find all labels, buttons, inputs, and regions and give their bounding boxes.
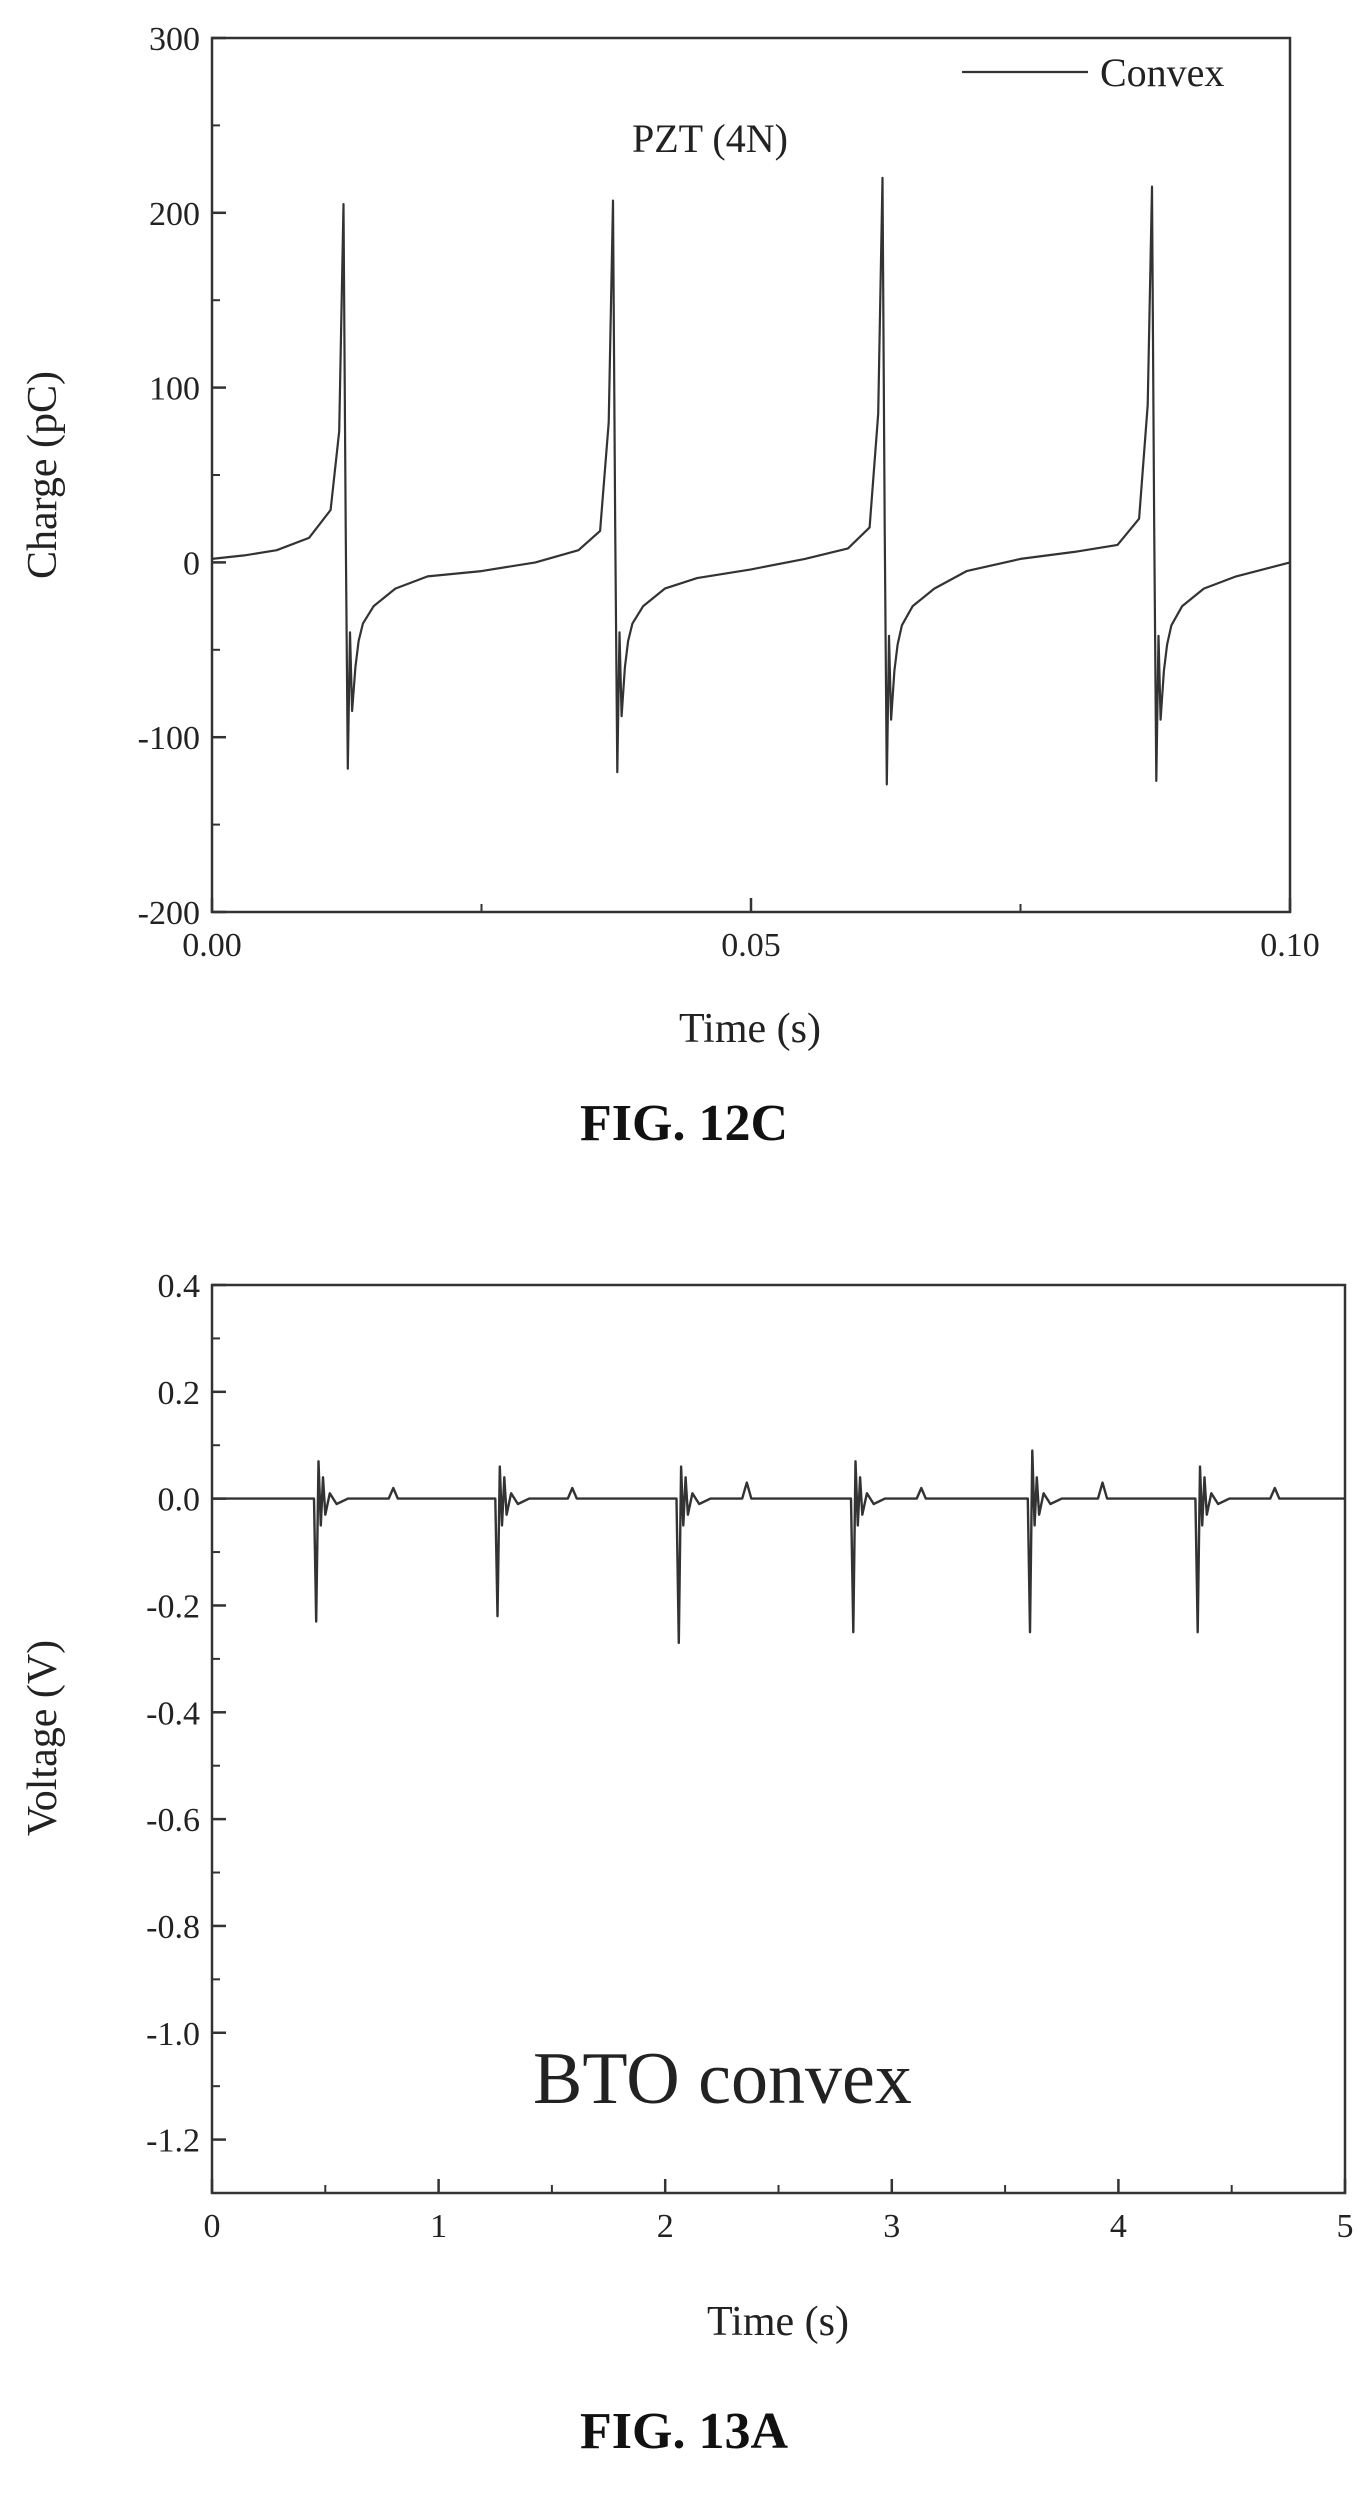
y-axis-title-12c: Charge (pC) — [20, 371, 66, 579]
chart-fig-13a: 0.4 0.2 0.0 -0.2 -0.4 -0.6 -0.8 -1.0 -1.2 0 1 2 3 4 5… — [20, 1268, 1354, 2460]
y-axis-title-13a: Voltage (V) — [20, 1640, 66, 1836]
x-ticks-13a: 0 1 2 3 4 5 — [204, 2179, 1354, 2245]
x-tick-label: 3 — [883, 2208, 900, 2245]
y-tick-label: -0.2 — [146, 1588, 200, 1625]
y-tick-label: -0.4 — [146, 1695, 200, 1732]
y-tick-label: -0.6 — [146, 1802, 200, 1839]
y-tick-label: -1.2 — [146, 2123, 200, 2160]
chart-annotation-13a: BTO convex — [533, 2038, 912, 2120]
y-tick-label: -0.8 — [146, 1909, 200, 1946]
x-tick-label: 0.10 — [1260, 927, 1320, 964]
x-axis-title-12c: Time (s) — [679, 1006, 821, 1052]
figure-caption-13a: FIG. 13A — [580, 2403, 788, 2460]
x-ticks-12c: 0.00 0.05 0.10 — [182, 898, 1320, 964]
x-tick-label: 0.00 — [182, 927, 242, 964]
x-tick-label: 0 — [204, 2208, 221, 2245]
series-line-voltage — [212, 1451, 1345, 1643]
x-tick-label: 1 — [430, 2208, 447, 2245]
x-tick-label: 5 — [1337, 2208, 1354, 2245]
x-axis-title-13a: Time (s) — [707, 2299, 849, 2345]
y-tick-label: 100 — [149, 371, 200, 408]
y-tick-label: 0.2 — [158, 1375, 201, 1412]
chart-annotation-12c: PZT (4N) — [632, 116, 788, 161]
y-tick-label: 0.4 — [158, 1268, 201, 1305]
y-tick-label: 0.0 — [158, 1482, 201, 1519]
y-tick-label: 200 — [149, 196, 200, 233]
y-tick-label: -1.0 — [146, 2016, 200, 2053]
chart-fig-12c: -200-1000100200300 0.000.050.10 Convex P… — [20, 21, 1320, 1152]
y-tick-label: 300 — [149, 21, 200, 58]
x-tick-label: 0.05 — [721, 927, 781, 964]
plot-frame-12c — [212, 38, 1290, 912]
y-ticks-13a: 0.4 0.2 0.0 -0.2 -0.4 -0.6 -0.8 -1.0 -1.2 — [146, 1268, 226, 2160]
x-tick-label: 4 — [1110, 2208, 1127, 2245]
series-line-convex — [212, 178, 1290, 785]
x-tick-label: 2 — [657, 2208, 674, 2245]
y-tick-label: 0 — [183, 545, 200, 582]
y-tick-label: -100 — [138, 720, 200, 757]
legend-label-convex: Convex — [1100, 50, 1224, 95]
figure-caption-12c: FIG. 12C — [580, 1095, 788, 1152]
